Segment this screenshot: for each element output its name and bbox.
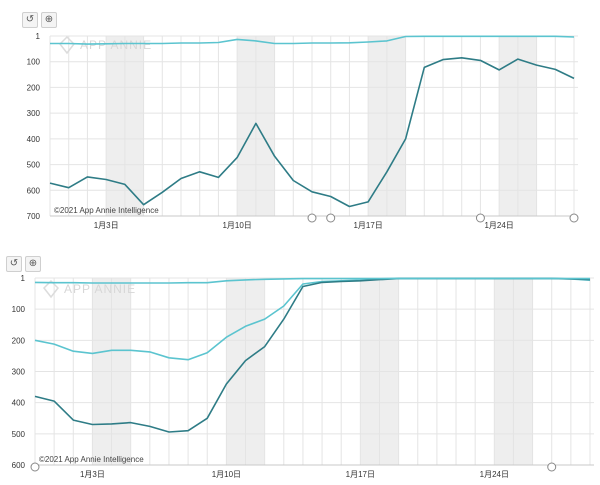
y-tick-label: 100	[12, 305, 26, 314]
app-annie-logo-icon	[59, 35, 75, 55]
chart-panel-1: ↺ ⊕ 1 100 200 300 400 500 600 700 1月3日 1月10日 1月17日…	[0, 0, 600, 240]
zoom-button[interactable]: ⊕	[41, 12, 57, 28]
reset-zoom-button[interactable]: ↺	[22, 12, 38, 28]
y-tick-label: 200	[27, 83, 41, 92]
watermark: APP ANNIE	[59, 35, 152, 55]
x-tick-label: 1月3日	[94, 221, 119, 230]
series-line	[49, 56, 575, 208]
y-tick-label: 600	[27, 186, 41, 195]
ranking-chart-1: 1 100 200 300 400 500 600 700 1月3日 1月10日 1月17日 1月24…	[27, 32, 579, 230]
y-tick-label: 400	[12, 399, 26, 408]
chart-toolbar: ↺ ⊕	[6, 256, 41, 272]
x-tick-label: 1月10日	[222, 221, 251, 230]
y-tick-label: 1	[36, 32, 41, 41]
chart-panel-2: ↺ ⊕ 1 100 200 300 400 500 600 1月3日 1月10日 1月17日 1月2…	[0, 248, 600, 485]
x-tick-label: 1月3日	[80, 470, 105, 479]
zoom-button[interactable]: ⊕	[25, 256, 41, 272]
event-marker-icon	[307, 213, 317, 223]
copyright-text: ©2021 App Annie Intelligence	[39, 455, 144, 464]
watermark-text: APP ANNIE	[64, 282, 136, 296]
event-marker-icon	[475, 213, 485, 223]
y-tick-label: 400	[27, 135, 41, 144]
series-line	[34, 277, 590, 284]
x-tick-label: 1月24日	[484, 221, 513, 230]
chart-toolbar: ↺ ⊕	[22, 12, 57, 28]
y-tick-label: 300	[27, 109, 41, 118]
event-marker-icon	[326, 213, 336, 223]
series-line	[50, 35, 575, 45]
y-tick-label: 500	[12, 430, 26, 439]
x-tick-label: 1月17日	[353, 221, 382, 230]
ranking-chart-2: 1 100 200 300 400 500 600 1月3日 1月10日 1月17日 1月24日 AP…	[12, 274, 594, 479]
watermark-text: APP ANNIE	[80, 38, 152, 52]
y-tick-label: 700	[27, 212, 41, 221]
y-tick-label: 100	[27, 58, 41, 67]
event-marker-icon	[547, 462, 557, 472]
event-marker-icon	[30, 462, 40, 472]
zoom-in-icon: ⊕	[28, 258, 38, 269]
y-tick-label: 200	[12, 336, 26, 345]
x-tick-label: 1月24日	[480, 470, 509, 479]
y-tick-label: 500	[27, 161, 41, 170]
y-tick-label: 1	[21, 274, 26, 283]
zoom-in-icon: ⊕	[44, 14, 54, 25]
reset-zoom-button[interactable]: ↺	[6, 256, 22, 272]
event-marker-icon	[569, 213, 579, 223]
y-tick-label: 600	[12, 461, 26, 470]
x-tick-label: 1月17日	[346, 470, 375, 479]
y-tick-label: 300	[12, 368, 26, 377]
copyright-text: ©2021 App Annie Intelligence	[54, 206, 159, 215]
x-tick-label: 1月10日	[212, 470, 241, 479]
reset-icon: ↺	[9, 258, 19, 269]
reset-icon: ↺	[25, 14, 35, 25]
